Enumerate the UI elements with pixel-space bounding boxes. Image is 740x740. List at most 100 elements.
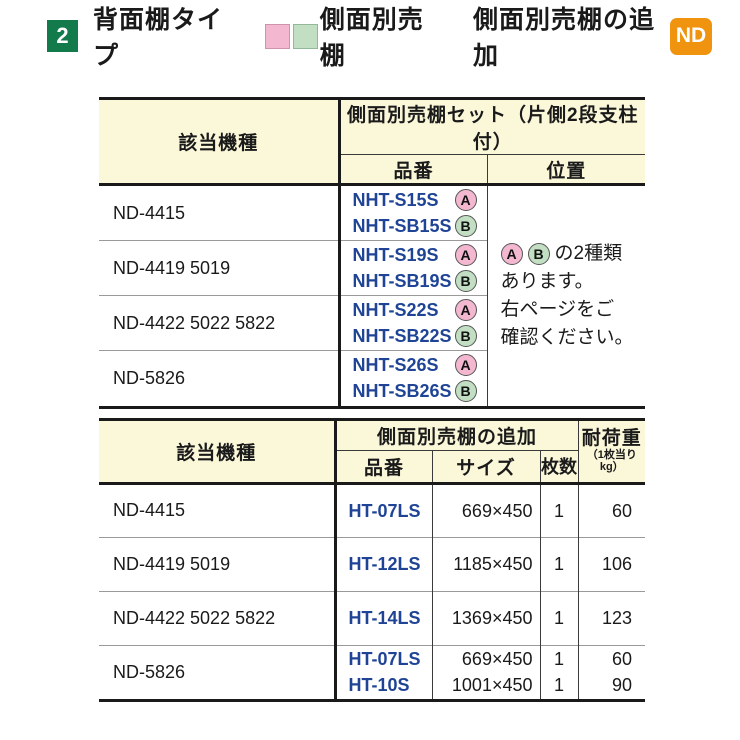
column-header-group: 側面別売棚の追加 xyxy=(335,421,579,451)
model-cell: ND-4422 5022 5822 xyxy=(99,295,341,351)
position-b-badge: B xyxy=(454,380,477,403)
column-header-position: 位置 xyxy=(487,154,646,186)
quantity-value: 1 xyxy=(554,608,565,628)
position-b-badge: B xyxy=(454,325,477,347)
part-number: HT-14LS xyxy=(348,608,421,628)
model-cell: ND-4419 5019 xyxy=(99,536,337,591)
note-text: の2種類 xyxy=(554,242,623,264)
part-number: HT-07LS xyxy=(348,500,421,521)
part-number: NHT-SB26S xyxy=(352,380,452,401)
part-cell: NHT-S26S A NHT-SB26S B xyxy=(339,350,488,406)
column-header-part-number: 品番 xyxy=(339,154,488,186)
table-row: ND-4415 HT-07LS 669×450 1 60 xyxy=(99,483,645,537)
legend-swatch-green-icon xyxy=(292,23,318,49)
size-cell: 669×450 1001×450 xyxy=(432,644,541,699)
part-number: HT-10S xyxy=(348,675,410,696)
part-number: NHT-S19S xyxy=(352,244,439,265)
size-value: 1185×450 xyxy=(453,554,533,574)
part-cell: HT-14LS xyxy=(335,590,433,645)
part-number: NHT-SB15S xyxy=(352,215,452,236)
part-number: HT-12LS xyxy=(348,554,421,574)
part-cell: HT-07LS xyxy=(335,483,433,537)
model-cell: ND-4415 xyxy=(99,483,337,537)
header-bar: 2 背面棚タイプ 側面別売棚 側面別売棚の追加 ND xyxy=(47,6,712,70)
load-cell: 60 90 xyxy=(578,644,646,699)
page-subtitle: 側面別売棚の追加 xyxy=(472,6,655,70)
column-header-size: サイズ xyxy=(432,450,541,485)
column-header-model: 該当機種 xyxy=(99,421,337,485)
part-number: NHT-S22S xyxy=(352,299,439,320)
shelf-addition-table: 該当機種 側面別売棚の追加 耐荷重 （1枚当りkg） 品番 サイズ 枚数 ND-4… xyxy=(99,418,646,702)
table-row: ND-4419 5019 HT-12LS 1185×450 1 106 xyxy=(99,536,646,591)
size-value: 1369×450 xyxy=(451,608,533,628)
nd-brand-badge: ND xyxy=(670,17,712,55)
legend-label: 側面別売棚 xyxy=(319,6,424,70)
column-header-quantity: 枚数 xyxy=(540,450,579,485)
load-value: 90 xyxy=(611,675,633,696)
size-value: 1001×450 xyxy=(451,675,533,696)
size-cell: 669×450 xyxy=(432,483,541,537)
page-title: 背面棚タイプ xyxy=(93,6,224,70)
model-cell: ND-4422 5022 5822 xyxy=(99,590,337,645)
quantity-cell: 1 1 xyxy=(540,644,579,699)
part-cell: HT-12LS xyxy=(335,536,433,591)
part-number: NHT-SB19S xyxy=(352,270,452,291)
note-text: 右ページをご xyxy=(500,298,615,320)
part-cell: HT-07LS HT-10S xyxy=(335,644,433,699)
position-note: A B の2種類 あります。 右ページをご 確認ください。 xyxy=(500,240,646,352)
position-b-badge: B xyxy=(454,215,477,237)
quantity-value: 1 xyxy=(554,649,565,670)
part-number: NHT-SB22S xyxy=(352,325,452,346)
part-cell: NHT-S15S A NHT-SB15S B xyxy=(339,184,488,241)
size-cell: 1185×450 xyxy=(432,536,541,591)
quantity-value: 1 xyxy=(554,675,565,696)
position-a-badge: A xyxy=(454,354,477,377)
table-row: ND-5826 NHT-S26S A NHT-SB26S B xyxy=(99,350,645,406)
model-cell: ND-4415 xyxy=(99,184,341,241)
table-row: ND-4419 5019 NHT-S19S A NHT-SB19S B xyxy=(99,240,645,296)
quantity-value: 1 xyxy=(554,554,565,574)
quantity-cell: 1 xyxy=(540,536,579,591)
size-value: 669×450 xyxy=(461,500,533,521)
part-number: HT-07LS xyxy=(348,649,421,670)
column-header-set: 側面別売棚セット（片側2段支柱付） xyxy=(339,100,646,155)
position-b-badge: B xyxy=(454,270,477,292)
quantity-cell: 1 xyxy=(540,590,579,645)
table-row: ND-4422 5022 5822 HT-14LS 1369×450 1 123 xyxy=(99,590,646,645)
part-cell: NHT-S22S A NHT-SB22S B xyxy=(339,295,488,351)
part-number: NHT-S15S xyxy=(352,189,439,210)
model-cell: ND-5826 xyxy=(99,350,341,406)
model-cell: ND-4419 5019 xyxy=(99,240,341,296)
position-a-badge: A xyxy=(454,189,477,211)
position-a-badge: A xyxy=(500,242,523,265)
position-a-badge: A xyxy=(454,244,477,266)
legend-swatch-pink-icon xyxy=(264,23,290,49)
load-label: 耐荷重 xyxy=(581,428,642,450)
load-cell: 60 xyxy=(578,483,645,537)
load-cell: 106 xyxy=(578,536,646,591)
quantity-cell: 1 xyxy=(540,483,579,537)
size-cell: 1369×450 xyxy=(432,590,541,645)
quantity-value: 1 xyxy=(554,500,565,521)
column-header-part-number: 品番 xyxy=(335,450,433,485)
load-value: 60 xyxy=(611,649,633,670)
position-note-cell: A B の2種類 あります。 右ページをご 確認ください。 xyxy=(487,185,645,406)
load-unit-label: （1枚当りkg） xyxy=(586,449,637,474)
table-row: ND-5826 HT-07LS HT-10S 669×450 1001×450 … xyxy=(99,644,646,699)
note-text: 確認ください。 xyxy=(500,326,634,348)
load-value: 123 xyxy=(601,608,633,628)
shelf-set-table: 該当機種 側面別売棚セット（片側2段支柱付） 品番 位置 ND-4415 NHT… xyxy=(99,97,646,409)
table-row: ND-4415 NHT-S15S A NHT-SB15S B xyxy=(99,184,645,348)
section-number-badge: 2 xyxy=(47,20,78,52)
note-text: あります。 xyxy=(500,270,594,292)
load-value: 60 xyxy=(611,500,633,521)
part-number: NHT-S26S xyxy=(352,354,439,375)
load-cell: 123 xyxy=(578,590,646,645)
column-header-load: 耐荷重 （1枚当りkg） xyxy=(578,421,646,485)
column-header-model: 該当機種 xyxy=(99,100,341,186)
model-cell: ND-5826 xyxy=(99,644,337,699)
size-value: 669×450 xyxy=(461,649,533,670)
table-row: ND-4422 5022 5822 NHT-S22S A NHT-SB22S B xyxy=(99,295,645,351)
part-cell: NHT-S19S A NHT-SB19S B xyxy=(339,240,488,296)
